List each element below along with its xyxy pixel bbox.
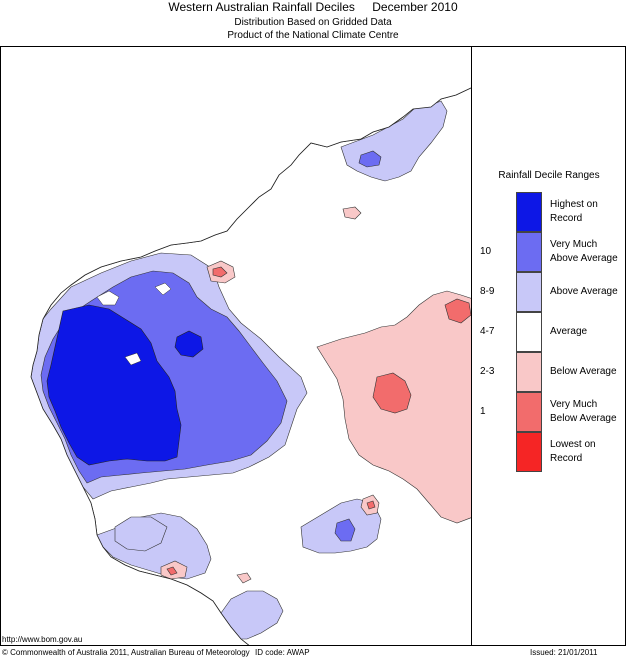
legend-decile-range: 10 xyxy=(480,246,492,257)
legend-swatch xyxy=(516,192,542,232)
legend-swatch xyxy=(516,312,542,352)
legend-swatch xyxy=(516,272,542,312)
footer-issued-date: Issued: 21/01/2011 xyxy=(530,648,598,657)
map-title: Western Australian Rainfall Deciles xyxy=(168,0,355,14)
decile-1-regions xyxy=(166,266,471,576)
map-period: December 2010 xyxy=(372,0,458,14)
legend-category-label: Highest on Record xyxy=(550,199,598,224)
legend-category-label: Very Much Below Average xyxy=(550,399,617,424)
legend-category-label: Above Average xyxy=(550,286,618,297)
title: Western Australian Rainfall Deciles Dece… xyxy=(0,0,626,14)
legend-decile-range: 4-7 xyxy=(480,326,495,337)
legend-title: Rainfall Decile Ranges xyxy=(498,170,600,181)
map-panel xyxy=(0,46,472,646)
legend-category-label: Lowest on Record xyxy=(550,439,596,464)
subtitle-data-basis: Distribution Based on Gridded Data xyxy=(234,17,392,28)
legend-decile-range: 2-3 xyxy=(480,366,495,377)
coastline xyxy=(30,87,471,645)
legend-panel: Rainfall Decile Ranges Highest on Record… xyxy=(472,46,626,646)
average-patches xyxy=(96,282,172,366)
legend-category-label: Below Average xyxy=(550,366,617,377)
legend-category-label: Average xyxy=(550,326,588,337)
footer-url: http://www.bom.gov.au xyxy=(2,635,83,644)
legend-swatch xyxy=(516,392,542,432)
footer-copyright: © Commonwealth of Australia 2011, Austra… xyxy=(2,648,250,657)
legend-decile-range: 1 xyxy=(480,406,486,417)
legend-category-label: Very Much Above Average xyxy=(550,239,618,264)
rainfall-map xyxy=(1,47,471,645)
legend-swatch xyxy=(516,232,542,272)
ocean xyxy=(1,47,471,645)
subtitle-producer: Product of the National Climate Centre xyxy=(227,30,399,41)
legend-swatch xyxy=(516,432,542,472)
footer-id-code: ID code: AWAP xyxy=(255,648,310,657)
legend-swatch xyxy=(516,352,542,392)
legend-decile-range: 8-9 xyxy=(480,286,495,297)
